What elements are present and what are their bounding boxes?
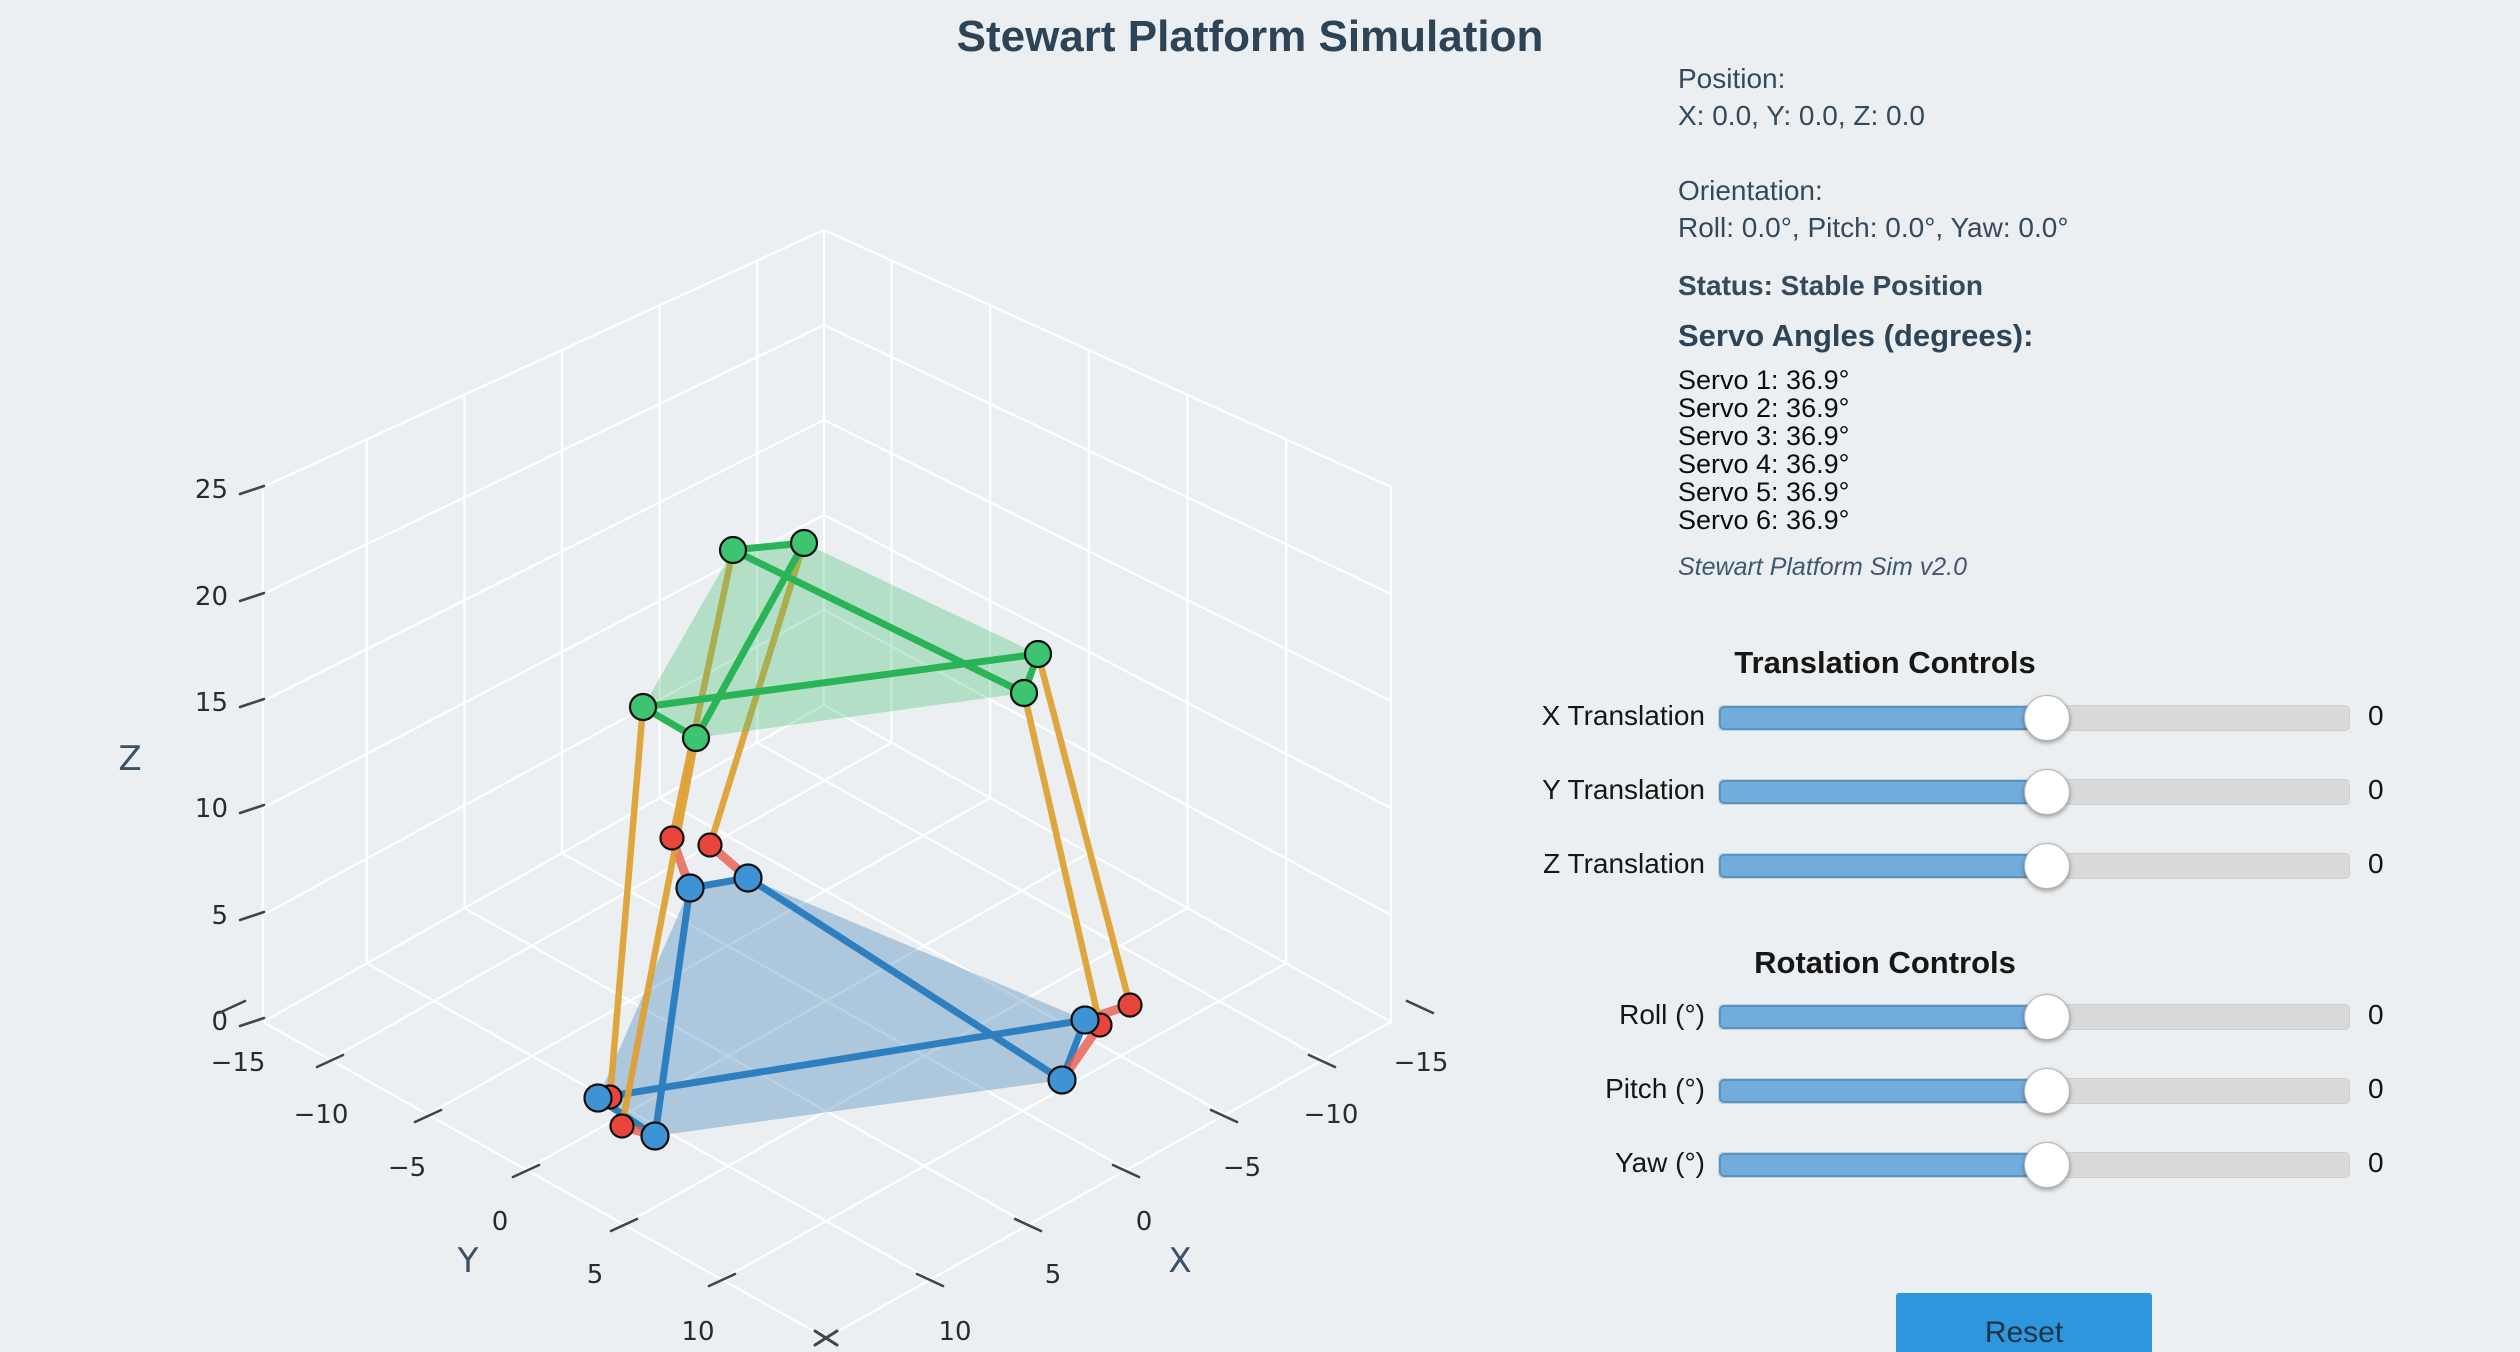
reset-button[interactable]: Reset xyxy=(1896,1293,2152,1352)
svg-text:0: 0 xyxy=(1136,1207,1153,1237)
svg-text:Y: Y xyxy=(457,1241,479,1281)
slider-fill xyxy=(1719,780,2047,804)
svg-text:−5: −5 xyxy=(388,1153,426,1183)
x-translation-slider[interactable] xyxy=(1718,695,2350,741)
base-joints xyxy=(583,825,1143,1151)
platform-joint xyxy=(681,723,711,753)
yaw-slider[interactable] xyxy=(1718,1142,2350,1188)
slider-fill xyxy=(1719,854,2047,878)
orientation-label: Orientation: xyxy=(1678,175,1823,206)
svg-text:−15: −15 xyxy=(1394,1048,1449,1078)
slider-thumb[interactable] xyxy=(2023,769,2070,815)
servo-angle-5: Servo 5: 36.9° xyxy=(1678,477,1850,507)
slider-fill xyxy=(1719,1079,2047,1103)
svg-text:5: 5 xyxy=(1045,1260,1062,1290)
slider-thumb[interactable] xyxy=(2023,1142,2070,1188)
roll-label: Roll (°) xyxy=(1619,999,1705,1030)
y-translation-label: Y Translation xyxy=(1542,774,1705,805)
platform-joint xyxy=(1009,678,1039,708)
servo-angle-6: Servo 6: 36.9° xyxy=(1678,505,1850,535)
slider-fill xyxy=(1719,1153,2047,1177)
svg-text:5: 5 xyxy=(211,901,228,931)
svg-text:25: 25 xyxy=(195,475,228,505)
z-translation-value: 0 xyxy=(2368,848,2384,879)
servo-horn-joint xyxy=(659,825,685,851)
z-translation-label: Z Translation xyxy=(1543,848,1705,879)
slider-fill xyxy=(1719,706,2047,730)
servo-angle-2: Servo 2: 36.9° xyxy=(1678,393,1850,423)
servo-angle-3: Servo 3: 36.9° xyxy=(1678,421,1850,451)
top-platform xyxy=(628,528,1053,753)
svg-text:20: 20 xyxy=(195,582,228,612)
base-joint xyxy=(583,1083,613,1113)
slider-fill xyxy=(1719,1005,2047,1029)
platform-joint xyxy=(789,528,819,558)
servo-horn-joint xyxy=(609,1113,635,1139)
roll-slider[interactable] xyxy=(1718,994,2350,1040)
svg-text:−10: −10 xyxy=(294,1100,349,1130)
svg-text:X: X xyxy=(1168,1241,1191,1281)
svg-text:−10: −10 xyxy=(1304,1100,1359,1130)
z-translation-slider[interactable] xyxy=(1718,843,2350,889)
yaw-label: Yaw (°) xyxy=(1614,1147,1705,1178)
servo-angles-header: Servo Angles (degrees): xyxy=(1678,318,2034,353)
svg-text:0: 0 xyxy=(211,1007,228,1037)
pitch-slider[interactable] xyxy=(1718,1068,2350,1114)
slider-thumb[interactable] xyxy=(2023,843,2070,889)
pitch-value: 0 xyxy=(2368,1073,2384,1104)
version-label: Stewart Platform Sim v2.0 xyxy=(1678,553,1967,581)
svg-text:10: 10 xyxy=(938,1317,971,1347)
servo-horn-joint xyxy=(1117,992,1143,1018)
slider-thumb[interactable] xyxy=(2023,695,2070,741)
servo-angle-1: Servo 1: 36.9° xyxy=(1678,365,1850,395)
pitch-label: Pitch (°) xyxy=(1605,1073,1705,1104)
base-joint xyxy=(640,1121,670,1151)
info-panel: Position: X: 0.0, Y: 0.0, Z: 0.0 Orienta… xyxy=(1678,60,2378,582)
base-joint xyxy=(733,863,763,893)
axis-ticks: 0 5 10 15 20 25 −15 −10 −5 0 5 10 −15 −10 −5 0 5 10 Z Y X xyxy=(118,475,1448,1347)
platform-joint xyxy=(1023,639,1053,669)
base-joint xyxy=(1070,1005,1100,1035)
position-label: Position: xyxy=(1678,63,1786,94)
base-joint xyxy=(675,873,705,903)
svg-text:10: 10 xyxy=(681,1317,714,1347)
translation-controls-header: Translation Controls xyxy=(1734,645,2036,680)
servo-horn-joint xyxy=(697,832,723,858)
slider-thumb[interactable] xyxy=(2023,994,2070,1040)
svg-text:0: 0 xyxy=(492,1207,509,1237)
svg-text:15: 15 xyxy=(195,688,228,718)
roll-value: 0 xyxy=(2368,999,2384,1030)
position-value: X: 0.0, Y: 0.0, Z: 0.0 xyxy=(1678,100,1925,131)
base-joint xyxy=(1047,1065,1077,1095)
y-translation-slider[interactable] xyxy=(1718,769,2350,815)
svg-text:5: 5 xyxy=(587,1260,604,1290)
x-translation-value: 0 xyxy=(2368,700,2384,731)
servo-angle-4: Servo 4: 36.9° xyxy=(1678,449,1850,479)
status-badge: Status: Stable Position xyxy=(1678,270,1983,301)
x-translation-label: X Translation xyxy=(1541,700,1705,731)
orientation-value: Roll: 0.0°, Pitch: 0.0°, Yaw: 0.0° xyxy=(1678,212,2069,243)
platform-joint xyxy=(718,535,748,565)
plot-3d[interactable]: 0 5 10 15 20 25 −15 −10 −5 0 5 10 −15 −10 −5 0 5 10 Z Y X xyxy=(0,0,1520,1352)
y-translation-value: 0 xyxy=(2368,774,2384,805)
yaw-value: 0 xyxy=(2368,1147,2384,1178)
svg-text:10: 10 xyxy=(195,794,228,824)
svg-text:Z: Z xyxy=(118,739,141,779)
rotation-controls-header: Rotation Controls xyxy=(1754,945,2016,980)
legs xyxy=(606,539,1134,1130)
platform-joint xyxy=(628,692,658,722)
svg-text:−15: −15 xyxy=(211,1048,266,1078)
svg-text:−5: −5 xyxy=(1223,1153,1261,1183)
grid xyxy=(261,228,1393,1340)
slider-thumb[interactable] xyxy=(2023,1068,2070,1114)
page-title: Stewart Platform Simulation xyxy=(956,12,1544,61)
